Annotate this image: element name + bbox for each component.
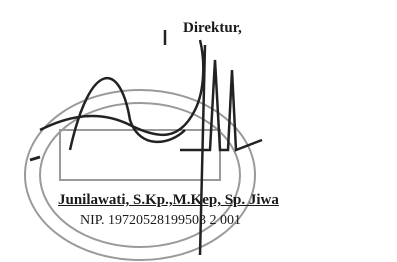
signer-nip: NIP. 19720528199503 2 001: [80, 213, 241, 229]
signature-dot: [30, 157, 40, 160]
signer-name: Junilawati, S.Kp.,M.Kep, Sp. Jiwa: [58, 192, 279, 209]
signature-stroke: [40, 40, 203, 135]
page: Direktur, Junilawati, S.Kp.,M.Kep, Sp. J…: [0, 0, 397, 262]
signature-title: Direktur,: [183, 20, 242, 37]
